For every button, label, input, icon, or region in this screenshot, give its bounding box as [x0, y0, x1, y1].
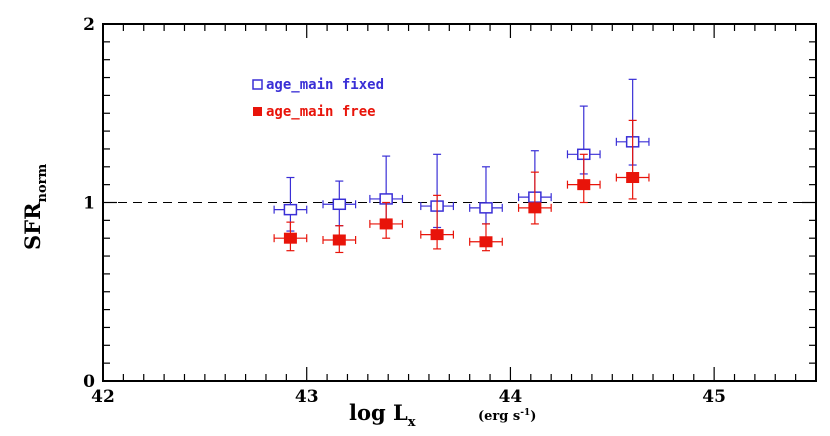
data-point: [283, 232, 297, 244]
data-point: [626, 172, 640, 184]
series-fixed: [273, 78, 650, 232]
x-tick-label: 45: [702, 387, 726, 407]
x-axis-label: log Lx (erg s-1): [349, 400, 536, 430]
data-point: [528, 202, 542, 214]
x-axis-title: log Lx: [349, 400, 416, 430]
data-point: [479, 202, 493, 214]
legend-label-fixed: age_main fixed: [266, 77, 384, 93]
data-point: [332, 234, 346, 246]
series-layer: [273, 78, 650, 254]
x-tick-label: 42: [91, 387, 115, 407]
y-axis-label-main: SFR: [20, 202, 45, 250]
x-axis-label-main: log L: [349, 400, 408, 425]
data-point: [577, 179, 591, 191]
x-tick-label: 43: [295, 387, 319, 407]
tick-labels: 42 43 44 45 0 1 2: [83, 15, 726, 407]
y-tick-label: 2: [83, 15, 95, 35]
legend: age_main fixed age_main free: [252, 77, 384, 120]
data-point: [283, 203, 298, 216]
legend-label-free: age_main free: [266, 104, 376, 120]
x-axis-units-close: ): [530, 409, 536, 424]
y-tick-label: 1: [83, 194, 95, 214]
x-axis-units-sup: -1: [520, 408, 530, 418]
x-axis-label-sub: x: [408, 415, 416, 430]
legend-marker-open-square: [252, 79, 263, 90]
legend-entry-fixed: age_main fixed: [252, 77, 384, 93]
data-point: [379, 218, 393, 230]
y-axis-title: SFRnorm: [20, 163, 50, 250]
legend-entry-free: age_main free: [253, 104, 376, 120]
x-tick-label: 44: [499, 387, 523, 407]
data-point: [430, 229, 444, 241]
series-free: [273, 119, 650, 254]
y-tick-label: 0: [83, 372, 95, 392]
legend-marker-filled-square: [253, 107, 262, 116]
x-axis-units-text: (erg s: [478, 409, 520, 424]
x-axis-units: (erg s-1): [478, 408, 536, 424]
data-point: [332, 198, 347, 211]
y-axis-label: SFRnorm: [20, 163, 50, 250]
y-axis-label-sub: norm: [35, 163, 50, 202]
data-point: [479, 236, 493, 248]
